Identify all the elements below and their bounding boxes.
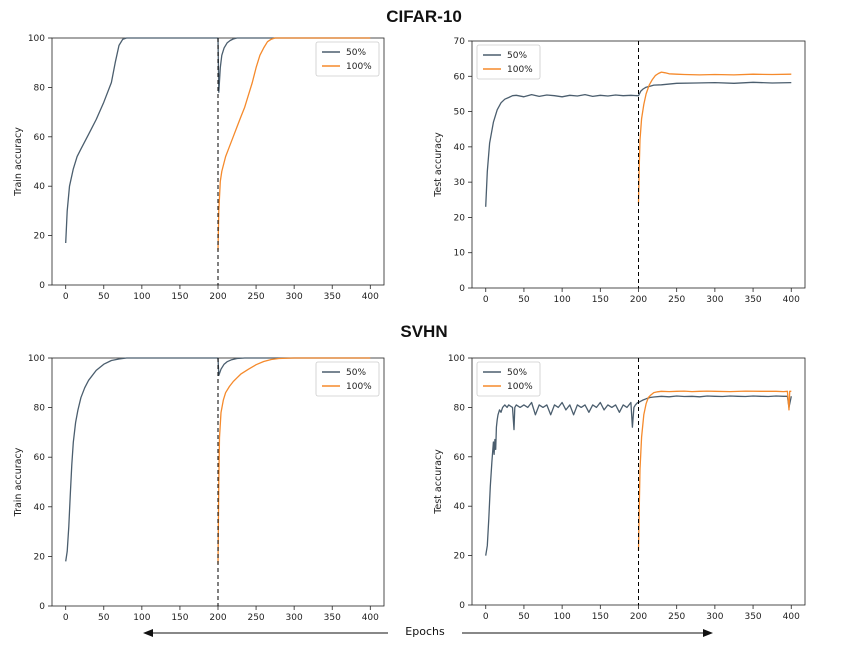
cifar-train-xtick-label: 100 [133, 292, 150, 302]
cifar-train-xtick-label: 250 [247, 292, 264, 302]
svhn-train-ytick-label: 0 [39, 602, 45, 612]
cifar-train-xtick-label: 400 [362, 292, 379, 302]
cifar-test-ytick-label: 0 [459, 284, 465, 294]
svhn-train-ytick-label: 100 [28, 354, 45, 364]
svhn-train-xtick-label: 300 [286, 613, 303, 623]
cifar-train-xtick-label: 50 [98, 292, 110, 302]
cifar-test-legend-box [476, 44, 541, 80]
cifar-train-xtick-label: 0 [63, 292, 69, 302]
cifar-test-series-100-line [637, 71, 792, 204]
svhn-train-legend-box [315, 361, 380, 397]
svhn-test-ytick-label: 40 [454, 502, 466, 512]
svhn-train-legend-label: 50% [346, 368, 366, 378]
svhn-test-ytick-label: 80 [454, 403, 466, 413]
svhn-train-xtick-label: 100 [133, 613, 150, 623]
epochs-label: Epochs [405, 625, 445, 638]
cifar-test-ytick-label: 40 [454, 143, 466, 153]
svhn-test-xtick-label: 400 [783, 612, 800, 622]
cifar-test-ylabel: Test accuracy [433, 132, 444, 198]
cifar-test-xtick-label: 400 [783, 295, 800, 305]
svhn-train-xtick-label: 250 [247, 613, 264, 623]
cifar-test-legend-label: 50% [507, 51, 527, 61]
cifar-train-ytick-label: 20 [34, 232, 46, 242]
svhn-test-xtick-label: 350 [744, 612, 761, 622]
cifar-test-ytick-label: 50 [454, 108, 466, 118]
epochs-arrows [143, 629, 713, 637]
svhn-test-series-100-line [637, 390, 792, 551]
cifar-test-chart: 0 50 100 150 200 250 300 350 400 0 10 20 30 40 50 60 70 T… [433, 37, 806, 305]
section-title-svhn: SVHN [400, 322, 448, 341]
svhn-train-chart: 0 50 100 150 200 250 300 350 400 0 20 40 60 80 100 Trai… [13, 354, 385, 623]
cifar-train-xtick-label: 300 [286, 292, 303, 302]
right-arrowhead [703, 629, 713, 637]
svhn-train-xtick-label: 0 [63, 613, 69, 623]
cifar-test-legend-label: 100% [507, 65, 533, 75]
cifar-test-xtick-label: 0 [483, 295, 489, 305]
svhn-train-xtick-label: 150 [171, 613, 188, 623]
cifar-test-xtick-label: 150 [592, 295, 609, 305]
svhn-train-ytick-label: 60 [34, 453, 46, 463]
svhn-test-xtick-label: 150 [592, 612, 609, 622]
svhn-test-xtick-label: 100 [554, 612, 571, 622]
cifar-train-ytick-label: 80 [34, 83, 46, 93]
svhn-train-series-50-line [65, 357, 371, 562]
svhn-test-ytick-label: 0 [459, 601, 465, 611]
svhn-test-ytick-label: 60 [454, 453, 466, 463]
svhn-test-xtick-label: 250 [668, 612, 685, 622]
svhn-test-xtick-label: 50 [518, 612, 530, 622]
cifar-train-xtick-label: 200 [209, 292, 226, 302]
cifar-test-ytick-label: 30 [454, 178, 466, 188]
cifar-test-xtick-label: 300 [706, 295, 723, 305]
svhn-test-ytick-label: 100 [448, 354, 465, 364]
svhn-train-ytick-label: 20 [34, 552, 46, 562]
cifar-train-ytick-label: 60 [34, 133, 46, 143]
svhn-test-legend-box [476, 361, 541, 397]
svhn-test-legend-label: 50% [507, 368, 527, 378]
cifar-train-ylabel: Train accuracy [13, 127, 24, 197]
cifar-train-series-50-line [65, 37, 371, 244]
cifar-test-xtick-label: 250 [668, 295, 685, 305]
svhn-test-series-50-line [485, 395, 792, 556]
svhn-test-legend-label: 100% [507, 382, 533, 392]
cifar-test-xtick-label: 200 [630, 295, 647, 305]
cifar-test-xtick-label: 350 [744, 295, 761, 305]
cifar-train-xtick-label: 150 [171, 292, 188, 302]
cifar-train-ytick-label: 0 [39, 281, 45, 291]
svhn-train-xtick-label: 350 [324, 613, 341, 623]
cifar-train-xtick-label: 350 [324, 292, 341, 302]
cifar-test-ytick-label: 60 [454, 72, 466, 82]
cifar-train-ytick-label: 40 [34, 182, 46, 192]
svhn-test-chart: 0 50 100 150 200 250 300 350 400 0 20 40 60 80 100 Test… [433, 354, 806, 622]
svhn-train-xtick-label: 400 [362, 613, 379, 623]
cifar-train-legend-label: 50% [346, 48, 366, 58]
cifar-train-legend-box [315, 41, 380, 77]
svhn-train-ylabel: Train accuracy [13, 447, 24, 517]
cifar-test-xtick-label: 50 [518, 295, 530, 305]
svhn-train-legend-label: 100% [346, 382, 372, 392]
section-title-cifar: CIFAR-10 [386, 7, 462, 26]
cifar-test-ytick-label: 70 [454, 37, 466, 47]
svhn-train-xtick-label: 200 [209, 613, 226, 623]
svhn-test-ylabel: Test accuracy [433, 449, 444, 515]
cifar-train-ytick-label: 100 [28, 34, 45, 44]
svhn-test-ytick-label: 20 [454, 552, 466, 562]
cifar-test-series-50-line [485, 81, 792, 207]
svhn-test-xtick-label: 0 [483, 612, 489, 622]
cifar-train-chart: 0 50 100 150 200 250 300 350 400 0 20 40 60 80 100 Trai… [13, 34, 385, 302]
cifar-test-ytick-label: 20 [454, 213, 466, 223]
svhn-train-series-100-line [217, 357, 371, 564]
svhn-train-ytick-label: 40 [34, 503, 46, 513]
svhn-test-xtick-label: 300 [706, 612, 723, 622]
cifar-test-ytick-label: 10 [454, 249, 466, 259]
cifar-train-legend-label: 100% [346, 62, 372, 72]
svhn-train-xtick-label: 50 [98, 613, 110, 623]
cifar-train-series-100-line [217, 37, 371, 251]
cifar-test-xtick-label: 100 [554, 295, 571, 305]
left-arrowhead [143, 629, 153, 637]
svhn-train-ytick-label: 80 [34, 404, 46, 414]
svhn-test-xtick-label: 200 [630, 612, 647, 622]
